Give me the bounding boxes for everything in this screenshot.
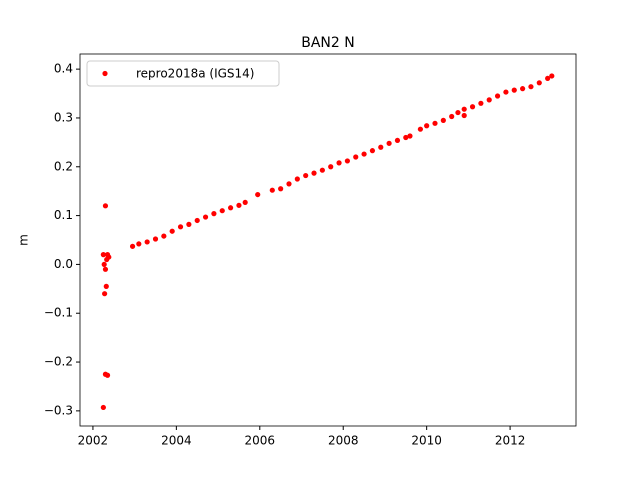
data-point	[461, 112, 467, 119]
data-point	[394, 137, 401, 144]
data-point	[361, 151, 367, 157]
data-point	[169, 228, 175, 234]
data-point	[227, 205, 234, 211]
data-point	[319, 167, 325, 173]
data-point	[344, 158, 350, 164]
data-point	[336, 160, 342, 166]
x-tick-label: 2002	[78, 434, 109, 448]
data-point	[369, 148, 376, 154]
data-point	[255, 191, 261, 198]
x-tick-label: 2012	[495, 434, 526, 448]
data-point	[386, 140, 392, 146]
y-tick-label: −0.3	[44, 403, 73, 417]
data-point	[194, 217, 200, 224]
y-tick-label: 0.1	[54, 208, 73, 222]
legend-label: repro2018a (IGS14)	[136, 67, 254, 81]
data-point	[461, 106, 467, 112]
data-point	[161, 233, 167, 239]
data-point	[100, 404, 106, 411]
data-point	[103, 283, 109, 289]
x-tick-label: 2008	[328, 434, 359, 448]
data-point	[478, 100, 484, 106]
data-point	[236, 202, 242, 208]
data-point	[424, 123, 430, 129]
data-point	[528, 84, 534, 90]
y-tick-label: 0.4	[54, 62, 73, 76]
data-point	[549, 73, 555, 79]
data-point	[432, 120, 438, 126]
data-point	[100, 252, 106, 258]
data-point	[186, 221, 192, 227]
legend-marker	[102, 70, 108, 77]
data-point	[104, 252, 111, 258]
data-point	[129, 243, 136, 249]
y-tick-label: 0.2	[54, 159, 73, 173]
data-point	[520, 86, 526, 92]
data-point	[278, 186, 284, 192]
data-point	[242, 199, 248, 206]
data-point	[353, 154, 359, 160]
data-point	[503, 89, 509, 95]
data-point	[545, 75, 551, 82]
y-tick-label: −0.2	[44, 355, 73, 369]
y-tick-label: −0.1	[44, 306, 73, 320]
data-point	[378, 144, 384, 150]
data-point	[328, 164, 334, 170]
data-point	[177, 224, 184, 230]
legend-box	[86, 60, 280, 87]
data-point	[494, 93, 501, 99]
data-point	[311, 170, 317, 176]
data-point	[294, 176, 300, 182]
data-point	[536, 80, 542, 86]
data-point	[449, 113, 455, 120]
y-tick-label: 0.0	[54, 257, 73, 271]
data-point	[286, 181, 292, 187]
data-point	[486, 97, 492, 103]
x-tick-label: 2004	[161, 434, 192, 448]
data-point	[152, 236, 159, 242]
data-point	[102, 266, 109, 272]
data-point	[101, 261, 107, 268]
data-point	[102, 291, 108, 297]
chart-title: BAN2 N	[301, 35, 354, 51]
data-point	[219, 208, 225, 214]
data-point	[144, 239, 150, 245]
data-point	[104, 256, 110, 263]
data-point	[511, 87, 517, 93]
data-point	[403, 134, 409, 141]
data-point	[303, 172, 309, 179]
plot-frame	[79, 53, 577, 427]
data-point	[469, 104, 476, 110]
data-point	[202, 214, 209, 220]
data-point	[104, 372, 111, 378]
x-tick-label: 2010	[411, 434, 442, 448]
data-point	[211, 211, 217, 217]
data-point	[102, 203, 109, 209]
y-tick-label: 0.3	[54, 110, 73, 124]
data-point	[417, 126, 424, 132]
data-point	[440, 117, 446, 123]
y-axis-label: m	[17, 234, 31, 246]
x-tick-label: 2006	[245, 434, 276, 448]
data-point	[407, 133, 413, 139]
data-point	[136, 241, 142, 247]
data-point	[455, 109, 461, 116]
data-point	[269, 187, 275, 193]
